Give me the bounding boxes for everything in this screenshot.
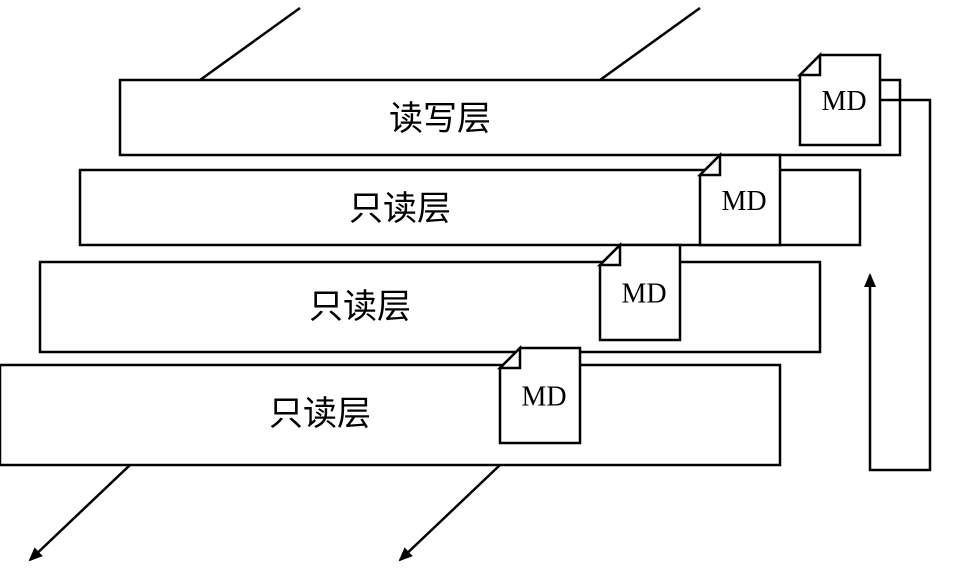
- doc-fold-icon: [800, 55, 820, 75]
- doc-fold-icon: [700, 155, 720, 175]
- layer-rect: [120, 80, 900, 155]
- layer-label: 读写层: [389, 100, 491, 138]
- md-doc-3: MD: [500, 348, 580, 443]
- md-doc-1: MD: [700, 155, 780, 245]
- md-doc-0: MD: [800, 55, 880, 145]
- layer-label: 只读层: [269, 395, 371, 433]
- layer-2: [40, 262, 820, 352]
- diagram-canvas: 读写层只读层只读层只读层MDMDMDMD: [0, 0, 958, 582]
- top-in-line-0: [200, 8, 300, 80]
- bottom-out-arrow-1: [400, 465, 500, 560]
- md-doc-2: MD: [600, 245, 680, 340]
- doc-fold-icon: [600, 245, 620, 265]
- layer-label: 只读层: [349, 190, 451, 228]
- md-label: MD: [621, 279, 666, 310]
- md-label: MD: [821, 86, 866, 117]
- md-label: MD: [721, 186, 766, 217]
- layer-label: 只读层: [309, 288, 411, 326]
- md-label: MD: [521, 382, 566, 413]
- top-in-line-1: [600, 8, 700, 80]
- layer-rect: [40, 262, 820, 352]
- bottom-out-arrow-0: [30, 465, 130, 560]
- layer-rect: [0, 365, 780, 465]
- layer-3: [0, 365, 780, 465]
- layer-0: [120, 80, 900, 155]
